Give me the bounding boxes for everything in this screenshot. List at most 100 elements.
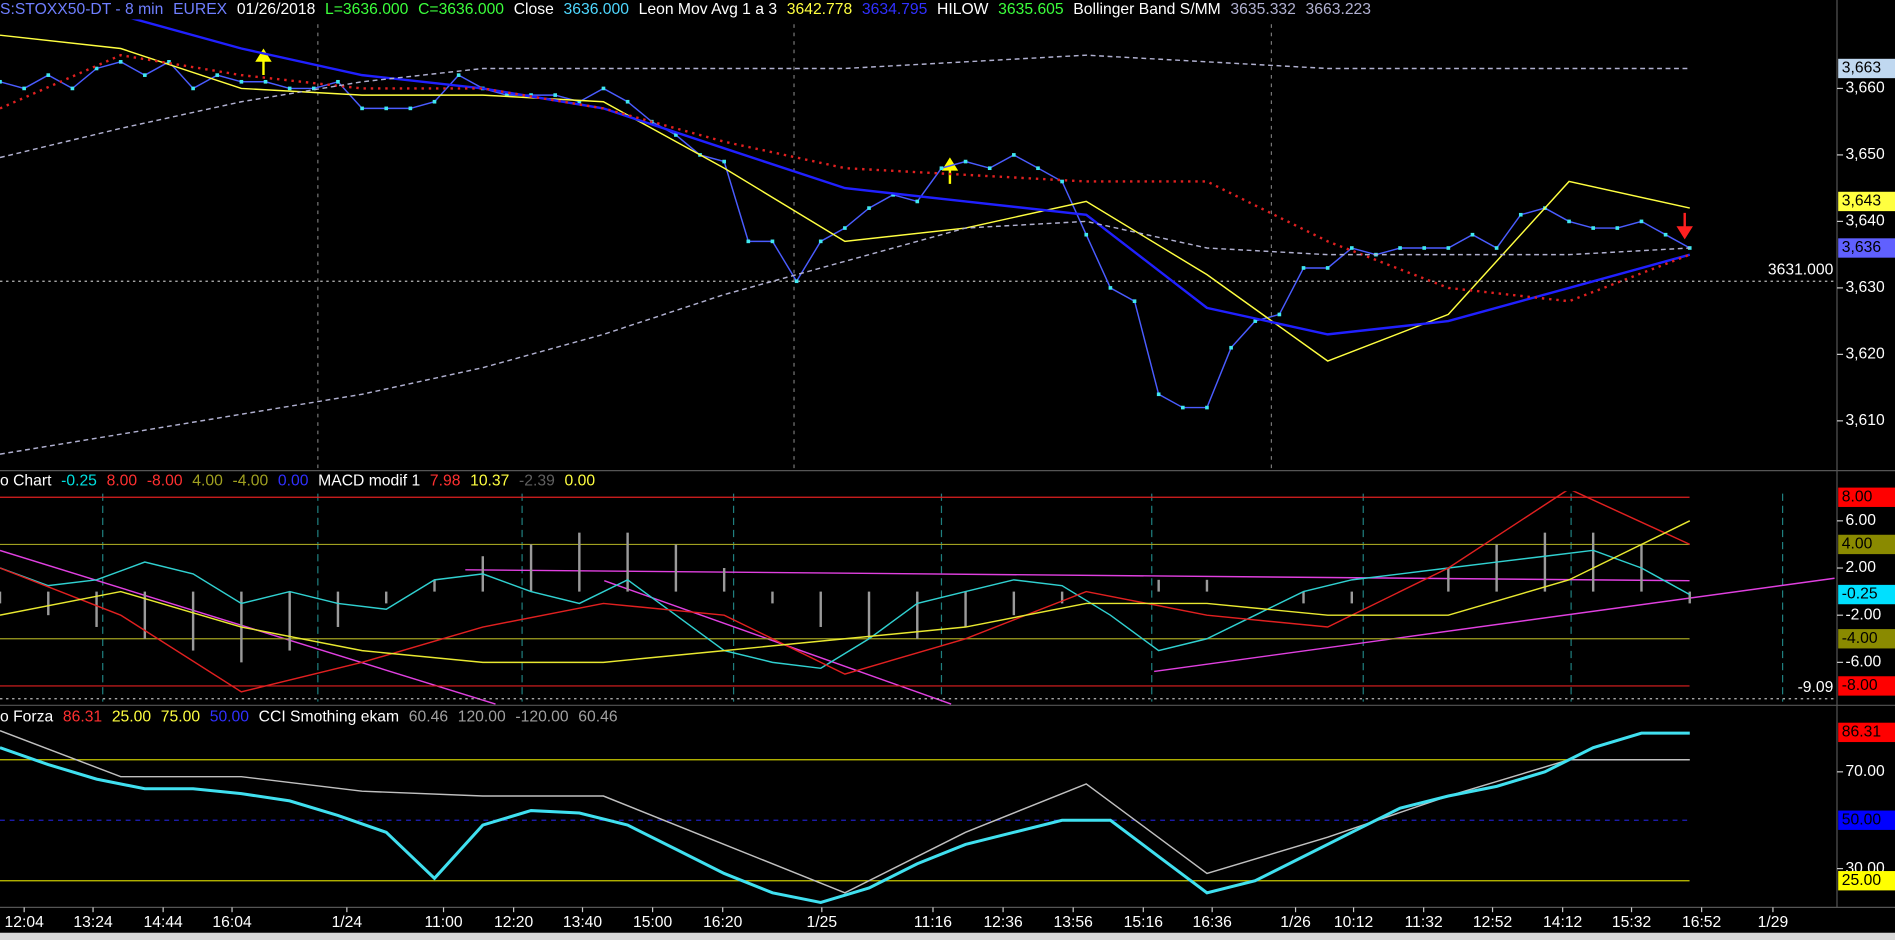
trendline xyxy=(465,569,1690,582)
axis-value-label: 25.00 xyxy=(1842,872,1882,889)
header-text: 3635.605 xyxy=(998,1,1064,18)
x-tick-label: 12:20 xyxy=(494,914,534,931)
header-text: 3634.795 xyxy=(862,1,928,18)
trendlines xyxy=(0,549,1835,705)
price-point xyxy=(1229,345,1233,350)
price-point xyxy=(625,99,630,104)
price-point xyxy=(384,106,389,111)
trendline xyxy=(1154,577,1835,673)
header-text: MACD modif 1 xyxy=(318,473,420,490)
day-dividers xyxy=(317,24,1272,470)
price-point xyxy=(818,239,823,244)
price-point xyxy=(674,133,678,137)
price-point xyxy=(1301,266,1306,270)
axis-value-box xyxy=(1838,487,1895,507)
trendline xyxy=(0,549,496,705)
reference-label: -9.09 xyxy=(1798,679,1834,696)
price-point xyxy=(1060,179,1064,184)
x-tick-label: 11:16 xyxy=(914,914,952,931)
header-text: o Chart xyxy=(0,473,52,490)
x-tick-label: 13:56 xyxy=(1054,914,1094,931)
x-tick-label: 16:04 xyxy=(212,914,252,931)
header-text: 4.00 xyxy=(192,473,223,490)
x-tick-label: 13:24 xyxy=(73,914,113,931)
header-text: Leon Mov Avg 1 a 3 xyxy=(639,1,778,18)
header-text: 60.46 xyxy=(409,709,449,726)
signal-arrows xyxy=(255,48,1693,240)
series-line xyxy=(0,731,1690,905)
axis-value-box xyxy=(1838,810,1895,830)
price-point xyxy=(70,86,75,91)
price-point xyxy=(794,279,799,284)
price-point xyxy=(143,73,147,77)
price-point xyxy=(1591,226,1595,230)
price-point xyxy=(1349,246,1354,250)
price-point xyxy=(939,166,944,171)
series-line xyxy=(0,34,1690,362)
header-text: 7.98 xyxy=(430,473,461,490)
y-tick-label: -2.00 xyxy=(1845,606,1881,623)
price-point xyxy=(1012,153,1016,157)
series-line xyxy=(0,53,1691,303)
price-point xyxy=(891,192,895,197)
header-text: 75.00 xyxy=(161,709,201,726)
price-point xyxy=(336,79,340,84)
reference-label: 3631.000 xyxy=(1768,262,1834,279)
x-tick-label: 15:00 xyxy=(633,914,673,931)
price-point xyxy=(1132,299,1137,303)
series-line xyxy=(0,549,1691,670)
price-point xyxy=(215,73,220,77)
x-tick-label: 13:40 xyxy=(563,914,603,931)
price-point xyxy=(915,199,920,204)
header-text: 0.00 xyxy=(565,473,596,490)
x-tick-label: 15:32 xyxy=(1612,914,1651,931)
header-text: 86.31 xyxy=(63,709,102,726)
x-tick-label: 15:16 xyxy=(1124,914,1164,931)
axis-value-box xyxy=(1838,676,1895,696)
y-tick-label: 2.00 xyxy=(1845,559,1876,576)
buy-arrow xyxy=(255,48,272,76)
price-point xyxy=(1277,312,1282,317)
header-text: 50.00 xyxy=(210,709,250,726)
price-point xyxy=(22,86,26,91)
price-point xyxy=(1398,246,1402,250)
header-text: 3636.000 xyxy=(564,1,630,18)
header-text: 0.00 xyxy=(278,473,309,490)
price-point xyxy=(1325,266,1330,270)
x-tick-label: 11:00 xyxy=(424,914,462,931)
header-text: 8.00 xyxy=(107,473,138,490)
axis-value-label: -8.00 xyxy=(1842,677,1878,694)
y-tick-label: -6.00 xyxy=(1845,654,1881,671)
header-text: -8.00 xyxy=(147,473,183,490)
y-tick-label: 6.00 xyxy=(1845,512,1876,529)
price-point xyxy=(1036,166,1040,171)
header-text: 01/26/2018 xyxy=(237,1,316,18)
header-bg xyxy=(0,471,1825,492)
header-text: -2.39 xyxy=(519,473,555,490)
macd-dividers xyxy=(102,493,1784,702)
header-text: 10.37 xyxy=(470,473,509,490)
axis-value-box xyxy=(1838,238,1895,258)
price-point xyxy=(987,166,992,171)
series-line xyxy=(0,488,1691,693)
price-point xyxy=(408,106,413,111)
axis-value-box xyxy=(1838,871,1895,891)
series-line xyxy=(0,220,1690,455)
sell-arrow xyxy=(1676,212,1693,240)
header-text: C=3636.000 xyxy=(418,1,504,18)
price-point xyxy=(118,60,123,64)
price-point xyxy=(1615,226,1620,230)
price-point xyxy=(746,239,751,244)
axis-value-label: 3,663 xyxy=(1842,60,1882,77)
price-point xyxy=(867,206,871,210)
price-point xyxy=(287,86,292,91)
price-point xyxy=(1108,286,1113,290)
header-text: -4.00 xyxy=(232,473,268,490)
axis-value-box xyxy=(1838,584,1895,605)
price-point xyxy=(963,159,968,164)
axis-value-label: 4.00 xyxy=(1842,536,1873,553)
price-point xyxy=(167,60,171,64)
x-tick-label: 14:12 xyxy=(1543,914,1582,931)
x-tick-label: 16:20 xyxy=(703,914,743,931)
